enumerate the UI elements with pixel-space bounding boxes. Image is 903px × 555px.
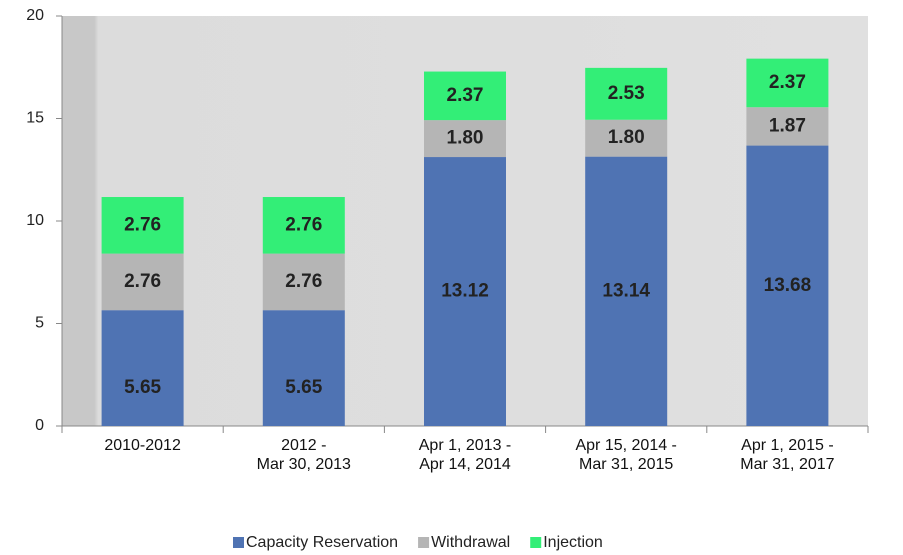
legend-swatch	[418, 537, 430, 548]
value-label: 2.76	[124, 271, 161, 292]
value-label: 1.87	[769, 115, 806, 136]
bar-segment	[101, 253, 184, 311]
bar-segment	[262, 197, 345, 254]
bar-segment	[262, 310, 345, 426]
legend-label: Injection	[543, 534, 603, 551]
legend-label: Withdrawal	[431, 534, 510, 551]
x-tick-label: Apr 15, 2014 - Mar 31, 2015	[575, 437, 677, 473]
bar-segment	[585, 156, 668, 426]
bar-segment	[746, 107, 829, 146]
value-label: 2.76	[124, 214, 161, 235]
value-label: 5.65	[124, 377, 161, 398]
x-tick-label: Apr 1, 2013 - Apr 14, 2014	[418, 437, 512, 473]
y-tick-label: 20	[26, 7, 44, 24]
x-tick-label: 2012 - Mar 30, 2013	[256, 437, 351, 473]
bar-segment	[424, 157, 506, 427]
y-tick-label: 0	[35, 417, 44, 434]
legend-label: Capacity Reservation	[246, 534, 398, 551]
value-label: 2.37	[447, 85, 484, 106]
value-label: 1.80	[608, 127, 645, 148]
value-label: 13.68	[764, 275, 812, 296]
value-label: 2.76	[285, 271, 322, 292]
x-tick-label: Apr 1, 2015 - Mar 31, 2017	[740, 437, 835, 473]
bar-segment	[585, 67, 668, 120]
value-label: 2.76	[285, 214, 322, 235]
bar-segment	[424, 71, 506, 121]
value-label: 1.80	[447, 128, 484, 149]
y-tick-label: 15	[26, 110, 44, 127]
bar-segment	[746, 58, 829, 108]
value-label: 13.14	[602, 280, 650, 301]
bar-segment	[262, 253, 345, 311]
bar-segment	[585, 119, 668, 157]
bar-segment	[424, 120, 506, 158]
value-label: 2.53	[608, 83, 645, 104]
value-label: 5.65	[285, 377, 322, 398]
y-tick-label: 5	[35, 315, 44, 332]
value-label: 13.12	[441, 281, 489, 302]
bar-segment	[101, 310, 184, 426]
bar-segment	[101, 197, 184, 254]
value-label: 2.37	[769, 72, 806, 93]
legend-swatch	[530, 537, 542, 548]
bar-segment	[746, 145, 829, 426]
legend-swatch	[233, 537, 244, 548]
x-tick-label: 2010-2012	[104, 437, 181, 454]
y-tick-label: 10	[26, 212, 44, 229]
